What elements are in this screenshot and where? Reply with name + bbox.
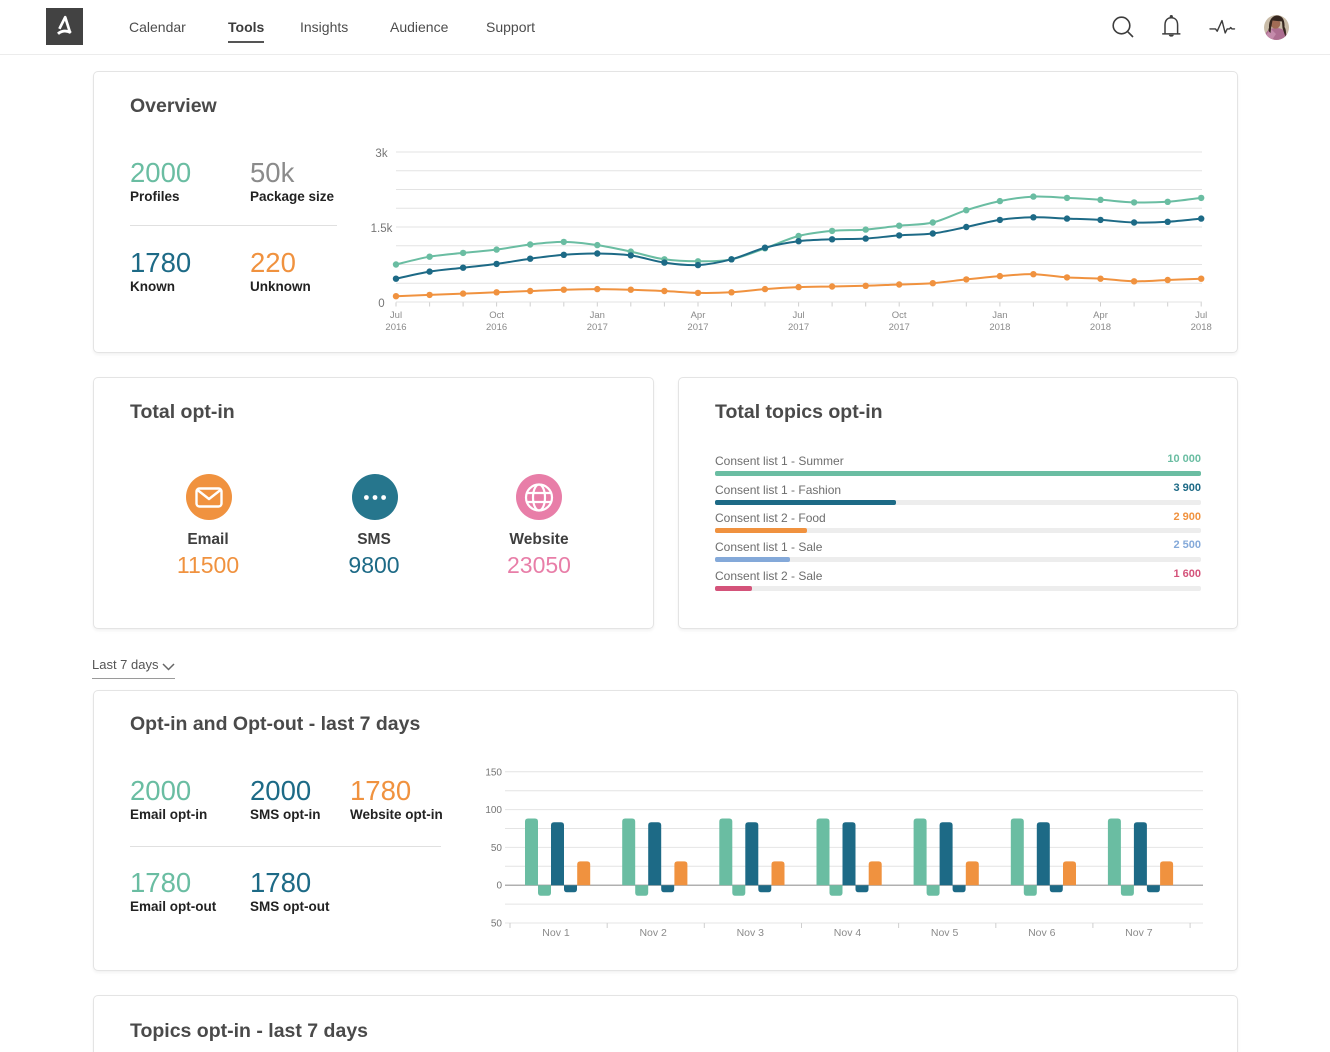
- svg-text:Apr: Apr: [1093, 310, 1108, 321]
- svg-text:1.5k: 1.5k: [371, 223, 393, 235]
- svg-text:Jul: Jul: [1195, 310, 1207, 321]
- svg-text:3k: 3k: [375, 148, 387, 160]
- svg-text:Nov 1: Nov 1: [542, 927, 570, 939]
- svg-text:Jul: Jul: [793, 310, 805, 321]
- svg-text:Jan: Jan: [992, 310, 1007, 321]
- svg-text:0: 0: [378, 298, 384, 310]
- svg-text:Jan: Jan: [590, 310, 605, 321]
- svg-text:2016: 2016: [486, 322, 507, 333]
- svg-text:0: 0: [496, 881, 502, 892]
- svg-text:Jul: Jul: [390, 310, 402, 321]
- svg-text:2017: 2017: [687, 322, 708, 333]
- svg-text:Nov 3: Nov 3: [737, 927, 765, 939]
- svg-text:Nov 6: Nov 6: [1028, 927, 1056, 939]
- svg-text:2017: 2017: [587, 322, 608, 333]
- svg-text:2018: 2018: [1191, 322, 1212, 333]
- svg-text:Oct: Oct: [892, 310, 907, 321]
- svg-text:2016: 2016: [385, 322, 406, 333]
- svg-text:150: 150: [485, 767, 502, 778]
- svg-text:Oct: Oct: [489, 310, 504, 321]
- svg-text:Nov 4: Nov 4: [834, 927, 862, 939]
- svg-text:2018: 2018: [989, 322, 1010, 333]
- svg-text:2017: 2017: [788, 322, 809, 333]
- svg-text:Nov 7: Nov 7: [1125, 927, 1153, 939]
- svg-text:Nov 2: Nov 2: [639, 927, 667, 939]
- svg-text:2018: 2018: [1090, 322, 1111, 333]
- svg-text:50: 50: [491, 843, 503, 854]
- svg-text:Nov 5: Nov 5: [931, 927, 959, 939]
- svg-text:50: 50: [491, 919, 503, 930]
- svg-text:2017: 2017: [889, 322, 910, 333]
- svg-text:100: 100: [485, 805, 502, 816]
- svg-text:Apr: Apr: [691, 310, 706, 321]
